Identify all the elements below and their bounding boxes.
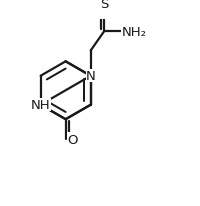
- Text: S: S: [100, 0, 108, 11]
- Text: O: O: [68, 133, 78, 146]
- Text: NH₂: NH₂: [122, 26, 147, 39]
- Text: N: N: [86, 70, 96, 83]
- Text: NH: NH: [31, 99, 50, 112]
